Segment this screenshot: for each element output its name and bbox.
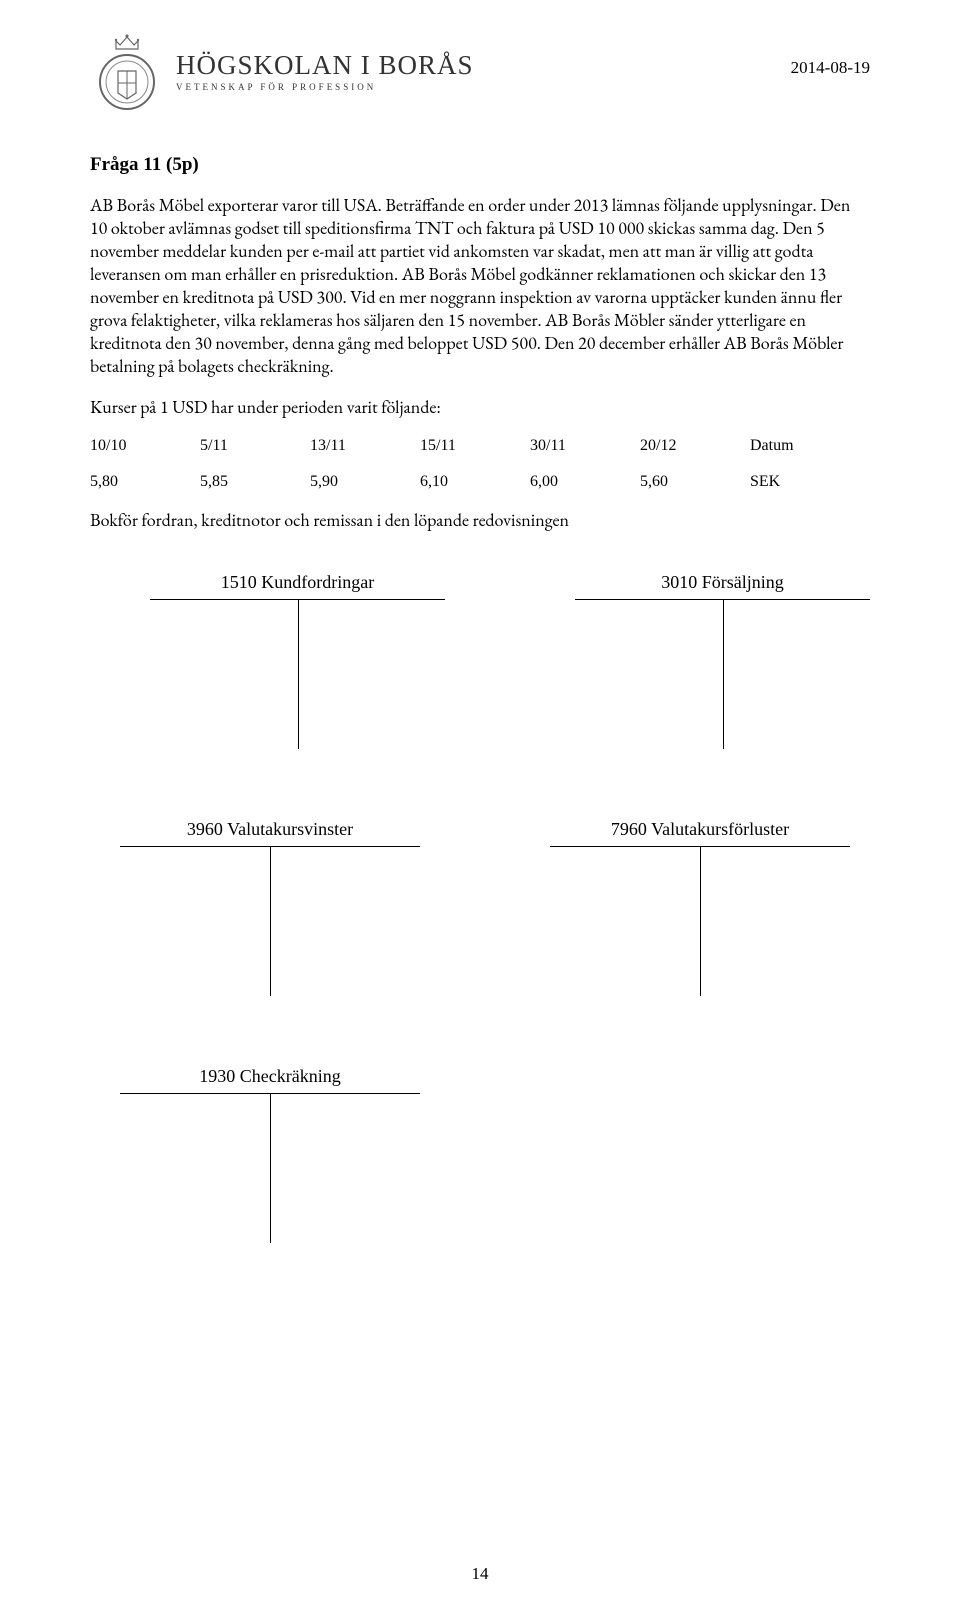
page-header: HÖGSKOLAN I BORÅS VETENSKAP FÖR PROFESSI… xyxy=(90,30,870,114)
rate-date: 5/11 xyxy=(200,437,310,455)
institution-tagline: VETENSKAP FÖR PROFESSION xyxy=(176,83,474,92)
t-account: 3010 Försäljning xyxy=(575,572,870,749)
rate-date: 10/10 xyxy=(90,437,200,455)
logo-block: HÖGSKOLAN I BORÅS VETENSKAP FÖR PROFESSI… xyxy=(90,30,474,114)
t-account-frame-icon xyxy=(550,846,850,996)
t-account-title: 3010 Försäljning xyxy=(575,572,870,593)
t-accounts-section: 1510 Kundfordringar 3010 Försäljning 396… xyxy=(90,572,870,1243)
question-paragraph-1: AB Borås Möbel exporterar varor till USA… xyxy=(90,194,870,378)
t-account: 1510 Kundfordringar xyxy=(150,572,445,749)
university-seal-icon xyxy=(90,30,164,114)
rate-value: 5,90 xyxy=(310,473,420,491)
rate-value: 5,60 xyxy=(640,473,750,491)
t-account-frame-icon xyxy=(575,599,870,749)
rate-value: 6,00 xyxy=(530,473,640,491)
t-account-title: 3960 Valutakursvinster xyxy=(120,819,420,840)
t-account-row: 3960 Valutakursvinster 7960 Valutakursfö… xyxy=(90,819,870,996)
t-account-row: 1930 Checkräkning xyxy=(90,1066,870,1243)
t-account-row: 1510 Kundfordringar 3010 Försäljning xyxy=(90,572,870,749)
institution-name: HÖGSKOLAN I BORÅS xyxy=(176,52,474,79)
document-date: 2014-08-19 xyxy=(791,58,870,78)
t-account-frame-icon xyxy=(120,1093,420,1243)
rate-date: 30/11 xyxy=(530,437,640,455)
question-title: Fråga 11 (5p) xyxy=(90,154,870,176)
rate-date: 20/12 xyxy=(640,437,750,455)
t-account: 3960 Valutakursvinster xyxy=(120,819,420,996)
question-paragraph-2: Kurser på 1 USD har under perioden varit… xyxy=(90,396,870,419)
rate-unit: SEK xyxy=(750,473,870,491)
t-account: 1930 Checkräkning xyxy=(120,1066,420,1243)
document-page: HÖGSKOLAN I BORÅS VETENSKAP FÖR PROFESSI… xyxy=(0,0,960,1624)
rate-value: 5,85 xyxy=(200,473,310,491)
rate-value: 6,10 xyxy=(420,473,530,491)
page-number: 14 xyxy=(0,1564,960,1584)
rates-value-row: 5,80 5,85 5,90 6,10 6,00 5,60 SEK xyxy=(90,473,870,491)
rate-value: 5,80 xyxy=(90,473,200,491)
rate-date: 15/11 xyxy=(420,437,530,455)
t-account-title: 1930 Checkräkning xyxy=(120,1066,420,1087)
logo-text: HÖGSKOLAN I BORÅS VETENSKAP FÖR PROFESSI… xyxy=(176,52,474,92)
t-account-title: 7960 Valutakursförluster xyxy=(550,819,850,840)
rate-date: 13/11 xyxy=(310,437,420,455)
t-account-title: 1510 Kundfordringar xyxy=(150,572,445,593)
rates-header-row: 10/10 5/11 13/11 15/11 30/11 20/12 Datum xyxy=(90,437,870,455)
t-account-frame-icon xyxy=(120,846,420,996)
rate-label: Datum xyxy=(750,437,870,455)
t-account-frame-icon xyxy=(150,599,445,749)
instruction-text: Bokför fordran, kreditnotor och remissan… xyxy=(90,509,870,532)
t-account: 7960 Valutakursförluster xyxy=(550,819,850,996)
